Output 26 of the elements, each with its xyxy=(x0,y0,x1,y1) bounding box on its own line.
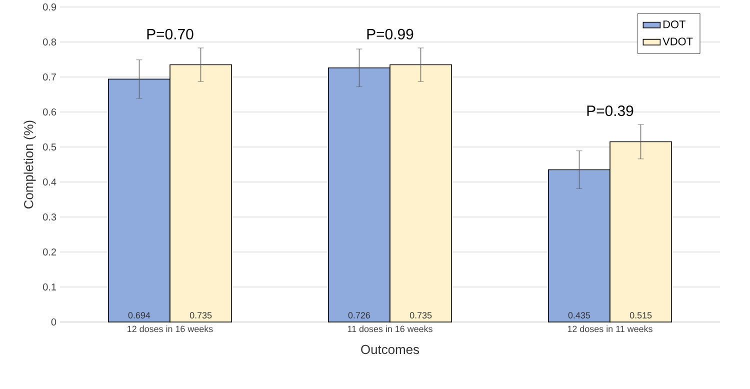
y-tick-label: 0.5 xyxy=(43,143,56,151)
y-tick-label: 0 xyxy=(51,318,56,326)
legend-label: VDOT xyxy=(662,38,693,46)
y-tick-label: 0.8 xyxy=(43,38,56,46)
y-tick-label: 0.1 xyxy=(43,283,56,291)
y-tick-label: 0.4 xyxy=(43,178,56,186)
x-tick-label: 12 doses in 16 weeks xyxy=(128,326,213,332)
y-tick-label: 0.7 xyxy=(43,73,56,81)
legend-label: DOT xyxy=(663,20,686,28)
data-label: 0.694 xyxy=(128,312,150,318)
annotation: P=0.39 xyxy=(587,106,634,116)
x-tick-label: 11 doses in 16 weeks xyxy=(348,326,432,332)
x-axis-title: Outcomes xyxy=(361,344,420,354)
annotation: P=0.99 xyxy=(367,28,414,40)
annotation: P=0.70 xyxy=(147,28,194,40)
x-tick-label: 12 doses in 11 weeks xyxy=(568,326,652,332)
data-label: 0.435 xyxy=(568,312,590,318)
data-label: 0.726 xyxy=(348,312,370,318)
data-label: 0.735 xyxy=(410,312,432,318)
y-axis-title: Completion (%) xyxy=(24,120,36,208)
data-label: 0.735 xyxy=(190,312,212,318)
y-tick-label: 0.9 xyxy=(43,3,56,11)
y-tick-label: 0.2 xyxy=(43,248,56,256)
y-tick-label: 0.3 xyxy=(43,213,56,221)
y-tick-label: 0.6 xyxy=(43,108,56,116)
data-label: 0.515 xyxy=(630,312,652,318)
